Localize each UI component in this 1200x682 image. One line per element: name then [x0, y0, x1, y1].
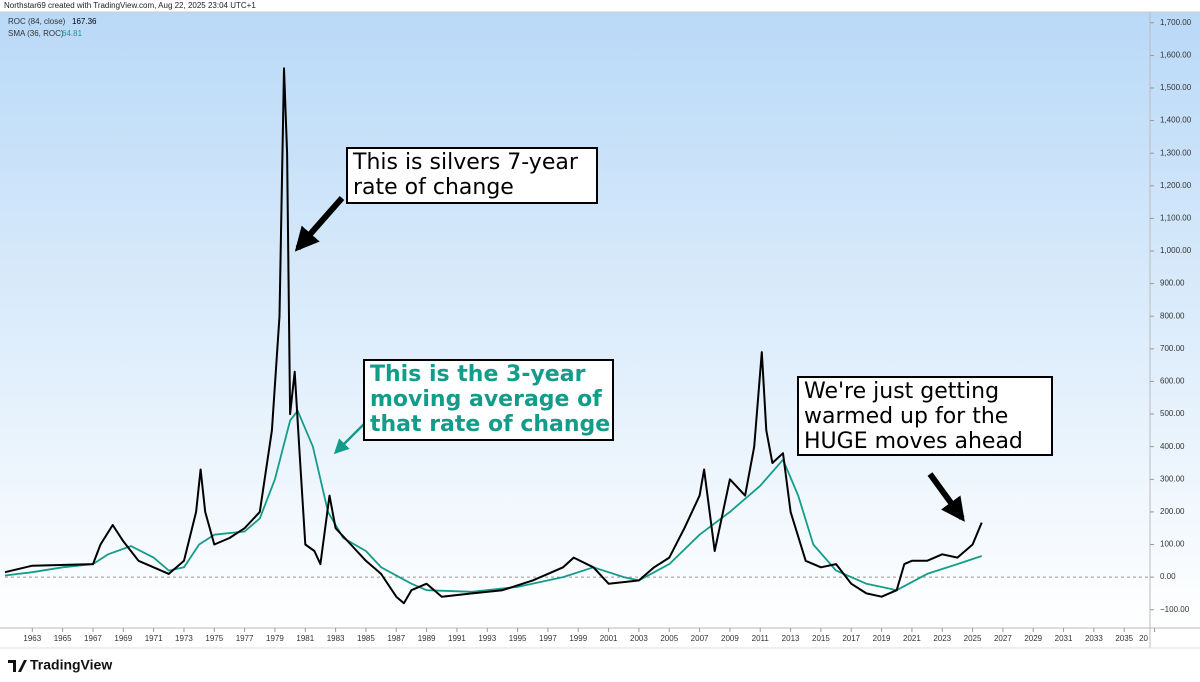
x-tick-label: 1985	[357, 634, 375, 643]
x-tick-label: 2017	[842, 634, 860, 643]
series-line	[4, 409, 982, 593]
x-tick-label: 1983	[327, 634, 345, 643]
x-tick-label: 2029	[1024, 634, 1042, 643]
y-tick-label: 500.00	[1160, 409, 1185, 418]
annotation-text: rate of change	[353, 175, 514, 200]
y-tick-label: 200.00	[1160, 507, 1185, 516]
x-tick-label: 1965	[54, 634, 72, 643]
y-tick-label: 1,300.00	[1160, 148, 1192, 157]
x-tick-label: 2015	[812, 634, 830, 643]
plot-background	[0, 12, 1200, 628]
x-tick-label: 1981	[296, 634, 314, 643]
annotation-text: that rate of change	[370, 412, 610, 437]
series-line	[4, 67, 983, 605]
legend-value: 167.36	[72, 17, 97, 26]
x-tick-label: 1977	[236, 634, 254, 643]
annotation-text: This is silvers 7-year	[352, 150, 579, 175]
arrow	[294, 196, 345, 252]
x-tick-label: 1991	[448, 634, 466, 643]
x-tick-label: 1971	[145, 634, 163, 643]
annotation-box	[346, 147, 598, 204]
x-tick-label: 2019	[873, 634, 891, 643]
y-tick-label: 600.00	[1160, 377, 1185, 386]
logo-icon	[8, 660, 27, 672]
x-tick-label: 2001	[600, 634, 618, 643]
legend-label: SMA (36, ROC)	[8, 29, 64, 38]
y-tick-label: 700.00	[1160, 344, 1185, 353]
annotation-text: warmed up for the	[804, 404, 1008, 429]
arrow	[333, 419, 369, 455]
x-tick-label: 1987	[387, 634, 405, 643]
y-tick-label: 900.00	[1160, 279, 1185, 288]
x-tick-label: 1979	[266, 634, 284, 643]
x-tick-label: 2011	[752, 634, 770, 643]
y-tick-label: 1,200.00	[1160, 181, 1192, 190]
x-tick-label: 1973	[175, 634, 193, 643]
x-tick-label: 1997	[539, 634, 557, 643]
x-tick-label: 20	[1139, 634, 1148, 643]
x-tick-label: 2007	[691, 634, 709, 643]
annotation-text: This is the 3-year	[370, 362, 586, 387]
y-tick-label: 1,700.00	[1160, 18, 1192, 27]
x-tick-label: 2025	[964, 634, 982, 643]
annotation-text: moving average of	[370, 387, 602, 412]
legend-value: 64.81	[62, 29, 83, 38]
x-tick-label: 1993	[478, 634, 496, 643]
x-tick-label: 2027	[994, 634, 1012, 643]
y-tick-label: 800.00	[1160, 311, 1185, 320]
header: Northstar69 created with TradingView.com…	[4, 1, 256, 10]
x-tick-label: 1975	[205, 634, 223, 643]
annotation-box	[363, 359, 614, 441]
arrow	[927, 472, 965, 522]
y-tick-label: 300.00	[1160, 474, 1185, 483]
x-tick-label: 1963	[23, 634, 41, 643]
arrows	[294, 196, 965, 522]
x-tick-label: 1995	[509, 634, 527, 643]
x-tick-label: 1969	[114, 634, 132, 643]
y-tick-label: 1,500.00	[1160, 83, 1192, 92]
annotation-box	[797, 376, 1053, 456]
y-tick-label: 1,400.00	[1160, 116, 1192, 125]
legend: ROC (84, close) 167.36 SMA (36, ROC) 64.…	[8, 17, 97, 38]
x-tick-label: 2023	[933, 634, 951, 643]
x-tick-label: 1967	[84, 634, 102, 643]
y-tick-label: 1,000.00	[1160, 246, 1192, 255]
y-tick-label: 1,100.00	[1160, 214, 1192, 223]
y-tick-label: 1,600.00	[1160, 50, 1192, 59]
legend-label: ROC (84, close)	[8, 17, 66, 26]
x-tick-label: 2009	[721, 634, 739, 643]
annotation-text: HUGE moves ahead	[804, 429, 1023, 454]
y-tick-label: 400.00	[1160, 442, 1185, 451]
x-tick-label: 2003	[630, 634, 648, 643]
annotation-text: We're just getting	[804, 379, 999, 404]
x-tick-label: 1989	[418, 634, 436, 643]
x-tick-label: 2013	[782, 634, 800, 643]
x-tick-label: 2021	[903, 634, 921, 643]
x-tick-label: 1999	[569, 634, 587, 643]
y-tick-label: 0.00	[1160, 572, 1176, 581]
x-tick-label: 2031	[1055, 634, 1073, 643]
x-tick-label: 2005	[660, 634, 678, 643]
x-tick-label: 2035	[1115, 634, 1133, 643]
y-tick-label: −100.00	[1160, 605, 1190, 614]
x-tick-label: 2033	[1085, 634, 1103, 643]
logo-text: TradingView	[30, 657, 112, 673]
y-tick-label: 100.00	[1160, 540, 1185, 549]
logo: TradingView	[8, 657, 112, 673]
